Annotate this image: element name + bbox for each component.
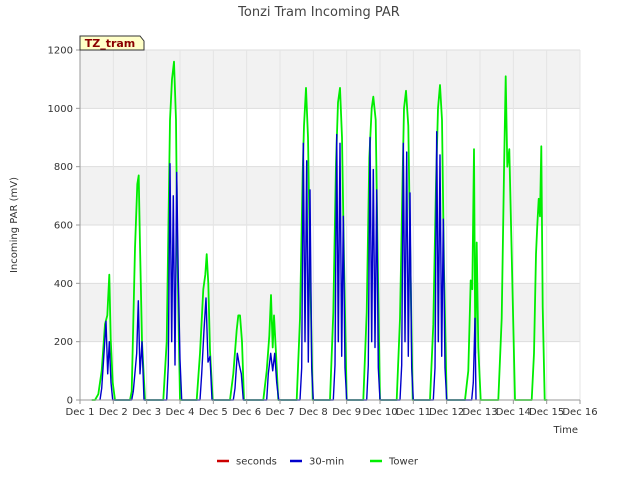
- series-line-30-min: [99, 131, 477, 401]
- x-tick-label: Dec 5: [199, 407, 228, 418]
- x-tick-label: Dec 2: [99, 407, 128, 418]
- plot-band: [80, 50, 580, 109]
- y-tick-label: 400: [54, 279, 73, 290]
- x-tick-label: Dec 14: [496, 407, 531, 418]
- y-tick-label: 1000: [48, 104, 73, 115]
- x-axis-label: Time: [553, 425, 578, 436]
- legend-label-30-min: 30-min: [309, 457, 344, 468]
- y-tick-label: 0: [67, 396, 73, 407]
- y-tick-label: 600: [54, 221, 73, 232]
- legend-label-tower: Tower: [388, 457, 419, 468]
- x-tick-label: Dec 9: [332, 407, 361, 418]
- badge-label: TZ_tram: [85, 37, 136, 50]
- x-tick-label: Dec 11: [396, 407, 431, 418]
- site-badge: TZ_tram: [79, 35, 145, 51]
- y-axis-label: Incoming PAR (mV): [9, 177, 20, 273]
- y-tick-label: 1200: [48, 46, 73, 57]
- x-tick-label: Dec 1: [66, 407, 95, 418]
- x-tick-label: Dec 16: [562, 407, 597, 418]
- x-tick-label: Dec 8: [299, 407, 328, 418]
- badge-box: [79, 35, 145, 51]
- x-tick-labels: Dec 1 Dec 2 Dec 3 Dec 4 Dec 5 Dec 6 Dec 7 Dec 8…: [66, 400, 598, 418]
- x-tick-label: Dec 10: [362, 407, 397, 418]
- x-tick-label: Dec 15: [529, 407, 564, 418]
- x-tick-label: Dec 13: [462, 407, 497, 418]
- series-lines: [91, 60, 548, 401]
- series-line-tower: [91, 60, 548, 401]
- plot-band: [80, 283, 580, 342]
- legend-label-seconds: seconds: [236, 457, 277, 468]
- chart-title: Tonzi Tram Incoming PAR: [237, 5, 400, 20]
- plot-band: [80, 166, 580, 225]
- x-tick-label: Dec 3: [132, 407, 161, 418]
- x-tick-label: Dec 7: [266, 407, 295, 418]
- y-tick-label: 200: [54, 337, 73, 348]
- legend: seconds 30-min Tower: [217, 457, 419, 468]
- y-tick-label: 800: [54, 162, 73, 173]
- x-tick-label: Dec 4: [166, 407, 195, 418]
- x-tick-label: Dec 6: [232, 407, 261, 418]
- y-tick-labels: 0 200 400 600 800 1000 1200: [48, 46, 80, 407]
- x-tick-label: Dec 12: [429, 407, 464, 418]
